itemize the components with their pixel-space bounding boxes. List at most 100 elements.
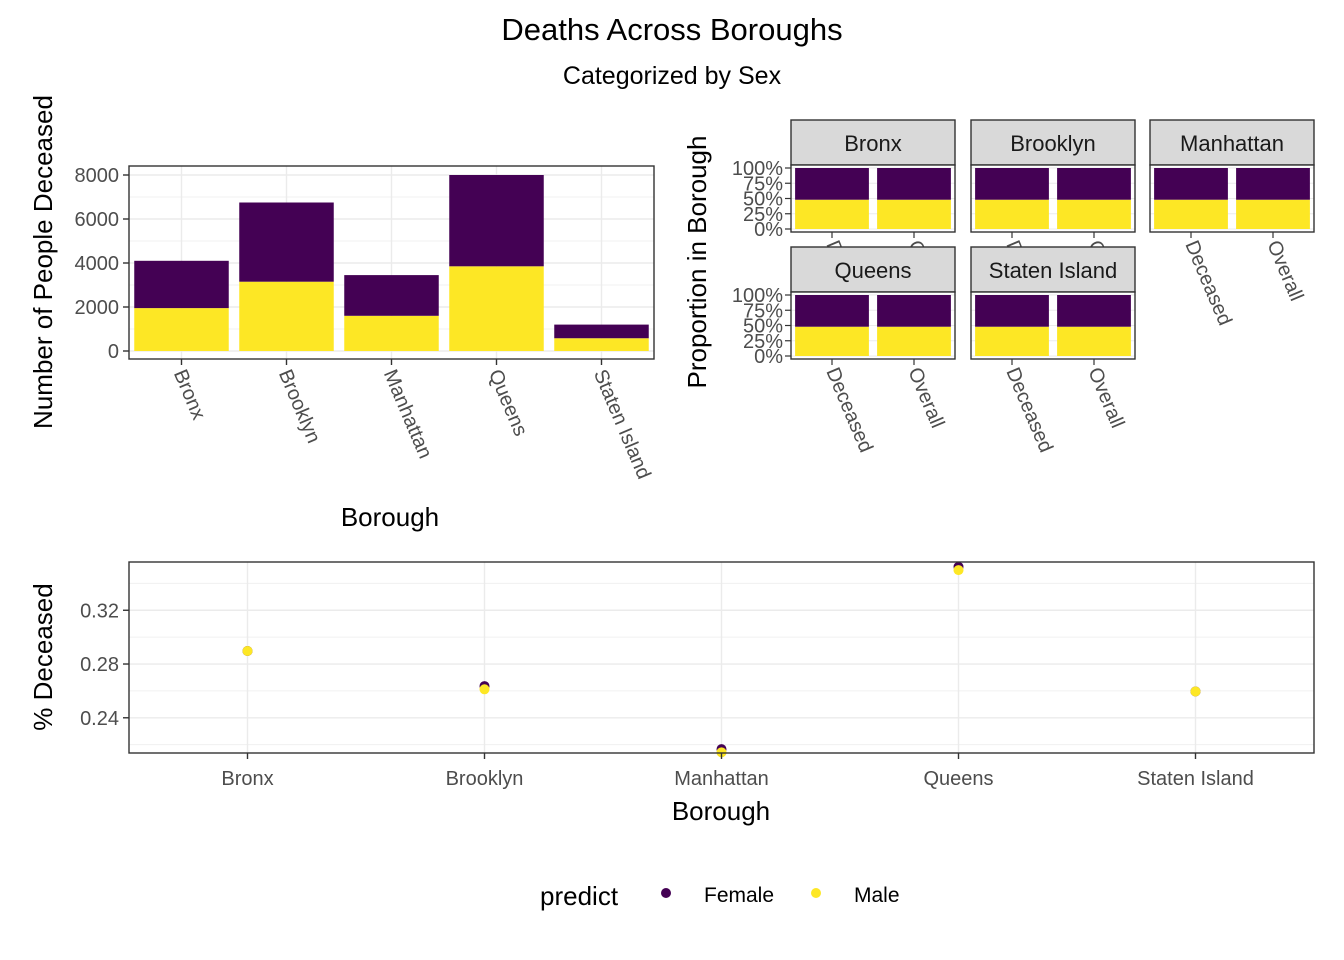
x-tick-label-bronx: Bronx — [169, 366, 210, 423]
y-tick-label: 0% — [754, 346, 783, 368]
figure-title: Deaths Across Boroughs — [501, 12, 842, 47]
x-tick-label-brooklyn: Brooklyn — [274, 366, 325, 446]
legend: predict Female Male — [540, 881, 900, 911]
x-axis-title: Borough — [341, 502, 439, 532]
y-tick-label: 0.32 — [80, 600, 119, 622]
bar-female-deceased — [795, 295, 869, 327]
x-tick-label-queens: Queens — [484, 366, 532, 439]
bar-female-overall — [1057, 168, 1131, 200]
y-axis-title: Number of People Deceased — [28, 95, 58, 429]
y-tick-label: 6000 — [75, 209, 120, 231]
bar-female-overall — [877, 168, 951, 200]
bar-male-deceased — [1154, 199, 1228, 229]
facet-strip — [970, 246, 1136, 293]
point-male-queens — [953, 565, 964, 576]
bar-female-brooklyn — [239, 202, 334, 282]
facet-manhattan: Manhattan Deceased Overall — [1149, 119, 1315, 329]
y-tick-label: 8000 — [75, 165, 120, 187]
bar-male-manhattan — [344, 315, 439, 351]
facet-strip-label: Staten Island — [989, 258, 1117, 283]
bar-female-deceased — [795, 168, 869, 200]
facet-border — [1149, 164, 1315, 233]
facet-strip-label: Queens — [834, 258, 911, 283]
y-tick-label: 2000 — [75, 297, 120, 319]
bar-female-deceased — [975, 295, 1049, 327]
x-tick-label-brooklyn: Brooklyn — [446, 768, 524, 790]
bar-male-deceased — [975, 326, 1049, 356]
point-male-brooklyn — [479, 684, 490, 695]
x-axis-title: Borough — [672, 796, 770, 826]
y-tick-label: 100% — [732, 285, 783, 307]
bar-male-overall — [1236, 199, 1310, 229]
facet-strip — [790, 246, 956, 293]
x-tick-label-bronx: Bronx — [221, 768, 273, 790]
bar-female-manhattan — [344, 275, 439, 316]
x-tick-label-deceased: Deceased — [1001, 364, 1056, 455]
bar-male-overall — [877, 326, 951, 356]
y-tick-label: 100% — [732, 158, 783, 180]
bar-female-bronx — [134, 260, 229, 309]
x-tick-label-deceased: Deceased — [1180, 237, 1235, 328]
legend-key-male — [811, 888, 821, 898]
bar-male-overall — [1057, 199, 1131, 229]
point-male-staten-island — [1190, 686, 1201, 697]
facet-chart-proportion-by-borough: Bronx0%25%50%75%100%DeceasedOverallBrook… — [682, 119, 1315, 456]
y-tick-label: 0.28 — [80, 654, 119, 676]
bar-male-queens — [449, 266, 544, 351]
bar-chart-deaths-by-borough: 0 2000 4000 6000 8000 Bronx Brooklyn Manhattan Q… — [28, 95, 655, 532]
facet-border — [970, 164, 1136, 233]
bar-female-staten-island — [554, 324, 649, 339]
bar-female-overall — [877, 295, 951, 327]
scatter-chart-percent-deceased: 0.24 0.28 0.32 Bronx Brooklyn Manhattan Queens… — [28, 561, 1315, 826]
facet-border — [970, 291, 1136, 360]
y-tick-label: 0 — [108, 341, 119, 363]
y-tick-label: 75% — [743, 173, 783, 195]
y-axis-title: Proportion in Borough — [682, 136, 712, 389]
bar-male-deceased — [795, 326, 869, 356]
legend-key-female — [661, 888, 671, 898]
bar-male-overall — [877, 199, 951, 229]
bar-male-deceased — [975, 199, 1049, 229]
x-tick-label-deceased: Deceased — [821, 364, 876, 455]
facet-strip-label: Brooklyn — [1010, 131, 1096, 156]
bar-male-deceased — [795, 199, 869, 229]
bar-female-overall — [1236, 168, 1310, 200]
x-tick-label-staten-island: Staten Island — [589, 366, 655, 482]
bar-male-bronx — [134, 308, 229, 351]
x-tick-label-manhattan: Manhattan — [379, 366, 436, 462]
point-male-bronx — [242, 645, 253, 656]
bar-male-brooklyn — [239, 281, 334, 351]
legend-title: predict — [540, 881, 619, 911]
facet-queens: Queens 0%25%50%75%100% Deceased Overall — [732, 246, 956, 456]
x-tick-label-queens: Queens — [923, 768, 993, 790]
x-tick-label-staten-island: Staten Island — [1137, 768, 1254, 790]
facet-strip — [970, 119, 1136, 166]
x-tick-label-overall: Overall — [903, 364, 948, 431]
y-tick-label: 0.24 — [80, 708, 119, 730]
y-tick-label: 0% — [754, 219, 783, 241]
y-tick-label: 75% — [743, 300, 783, 322]
legend-label-male: Male — [854, 884, 900, 907]
x-tick-label-manhattan: Manhattan — [674, 768, 769, 790]
legend-label-female: Female — [704, 884, 774, 907]
bar-male-staten-island — [554, 338, 649, 351]
bar-female-deceased — [1154, 168, 1228, 200]
facet-strip — [790, 119, 956, 166]
y-tick-label: 50% — [743, 316, 783, 338]
y-tick-label: 50% — [743, 189, 783, 211]
facet-staten-island: Staten Island Deceased Overall — [970, 246, 1136, 456]
y-tick-label: 25% — [743, 204, 783, 226]
bar-male-overall — [1057, 326, 1131, 356]
y-tick-label: 25% — [743, 331, 783, 353]
y-axis-title: % Deceased — [28, 583, 58, 730]
y-tick-label: 4000 — [75, 253, 120, 275]
x-tick-label-overall: Overall — [1262, 237, 1307, 304]
facet-strip-label: Bronx — [844, 131, 901, 156]
bar-female-deceased — [975, 168, 1049, 200]
bar-female-queens — [449, 175, 544, 267]
bar-female-overall — [1057, 295, 1131, 327]
figure-subtitle: Categorized by Sex — [563, 62, 782, 90]
facet-strip-label: Manhattan — [1180, 131, 1284, 156]
